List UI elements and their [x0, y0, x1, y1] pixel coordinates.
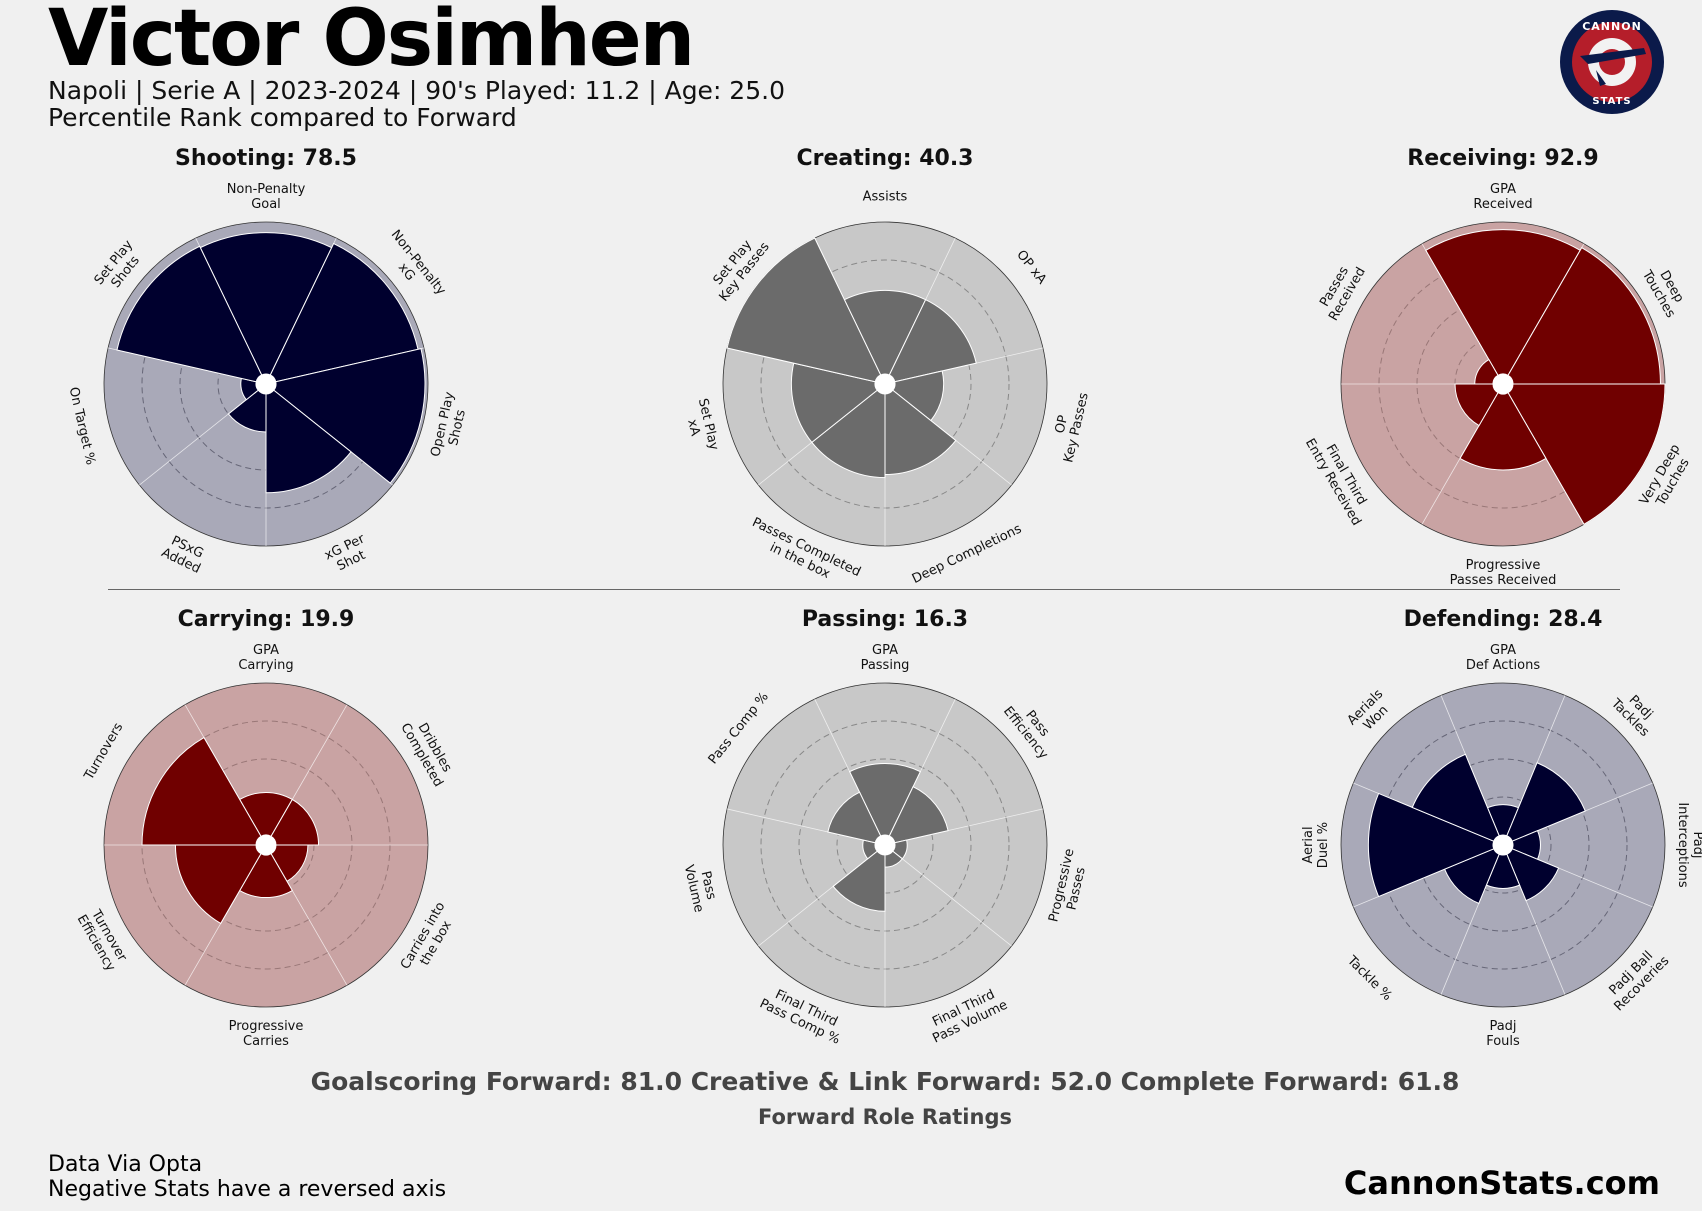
bar-set-play-key-passes	[726, 237, 882, 383]
player-name: Victor Osimhen	[48, 0, 695, 84]
section-divider	[108, 589, 1620, 590]
shooting-radar: Shooting: 78.5 Non-Penalty Goal Non-Penalt…	[46, 146, 486, 606]
data-source: Data Via Opta	[48, 1152, 203, 1177]
carrying-radar: Carrying: 19.9 GPA Carrying DribblesComple…	[46, 607, 486, 1067]
axis-label-gpa-passing: GPA Passing	[861, 643, 910, 673]
receiving-title: Receiving: 92.9	[1407, 146, 1599, 171]
defending-radar-svg: GPA Def ActionsPadjTacklesPadjInterceptio…	[1301, 643, 1702, 1049]
defending-radar: Defending: 28.4 GPA Def Actions PadjTackle…	[1283, 607, 1702, 1067]
logo-text-top: CANNON	[1582, 20, 1642, 33]
axis-label-psxg-added: PSxGAdded	[159, 532, 209, 577]
player-info: Napoli | Serie A | 2023-2024 | 90's Play…	[48, 76, 785, 105]
axis-label-op-key-passes: OPKey Passes	[1047, 388, 1092, 464]
site-name: CannonStats.com	[1343, 1164, 1660, 1202]
radar-hub	[1493, 374, 1513, 394]
defending-title: Defending: 28.4	[1403, 607, 1603, 632]
radar-hub	[875, 835, 895, 855]
creating-title: Creating: 40.3	[796, 146, 974, 171]
axis-label-gpa-def-actions: GPA Def Actions	[1466, 643, 1540, 673]
axis-label-gpa-carrying: GPA Carrying	[238, 643, 293, 673]
role-ratings-caption: Forward Role Ratings	[758, 1105, 1012, 1129]
axis-label-aerial-duel: AerialDuel %	[1301, 822, 1331, 868]
carrying-title: Carrying: 19.9	[177, 607, 355, 632]
radar-hub	[256, 374, 276, 394]
logo-text-bottom: STATS	[1592, 96, 1631, 107]
axis-label-non-penalty-goal: Non-Penalty Goal	[227, 182, 306, 212]
axis-label-assists: Assists	[863, 190, 908, 205]
axis-label-open-play-shots: Open PlayShots	[428, 390, 472, 461]
bar-non-penalty-goal	[199, 232, 333, 376]
axis-label-tackle: Tackle %	[1343, 953, 1394, 1004]
axis-label-turnovers: Turnovers	[81, 720, 126, 783]
shooting-title: Shooting: 78.5	[175, 146, 357, 171]
axis-label-pass-volume: PassVolume	[681, 860, 721, 914]
axis-label-progressive-carries: Progressive Carries	[229, 1019, 304, 1049]
reversed-axis-note: Negative Stats have a reversed axis	[48, 1177, 447, 1202]
radar-hub	[1493, 835, 1513, 855]
bar-padj-ball-recoveries	[1506, 848, 1560, 902]
grid-ring	[1378, 720, 1628, 970]
axis-label-progressive-passes-received: Progressive Passes Received	[1450, 558, 1557, 588]
creating-radar: Creating: 40.3 Assists OP xA OPKey Passes D…	[665, 146, 1105, 606]
passing-radar-svg: GPA PassingPassEfficiencyProgressivePasse…	[681, 643, 1092, 1048]
comparison-line: Percentile Rank compared to Forward	[48, 103, 517, 132]
passing-title: Passing: 16.3	[801, 607, 969, 632]
axis-label-padj-fouls: Padj Fouls	[1486, 1019, 1520, 1049]
axis-label-padj-interceptions: PadjInterceptions	[1675, 802, 1702, 888]
sector-line	[884, 844, 1012, 947]
radar-hub	[875, 374, 895, 394]
role-ratings-summary: Goalscoring Forward: 81.0 Creative & Lin…	[310, 1067, 1460, 1096]
radar-hub	[256, 835, 276, 855]
axis-label-set-play-xa: Set PlayxA	[680, 397, 721, 455]
axis-label-progressive-passes: ProgressivePasses	[1046, 847, 1092, 927]
axis-label-op-xa: OP xA	[1013, 248, 1049, 288]
grid-ring	[1416, 758, 1590, 932]
axis-label-xg-per-shot: xG PerShot	[322, 531, 374, 577]
passing-radar: Passing: 16.3 GPA Passing PassEfficiency Pr…	[665, 607, 1105, 1067]
bar-set-play-shots	[116, 245, 263, 383]
receiving-radar: Receiving: 92.9 GPA Received DeepTouches Ve…	[1283, 146, 1702, 606]
cannon-stats-logo: CANNON STATS	[1560, 10, 1664, 114]
bar-tackle	[1443, 848, 1500, 905]
axis-label-on-target: On Target %	[66, 386, 98, 467]
axis-label-gpa-received: GPA Received	[1473, 182, 1532, 212]
